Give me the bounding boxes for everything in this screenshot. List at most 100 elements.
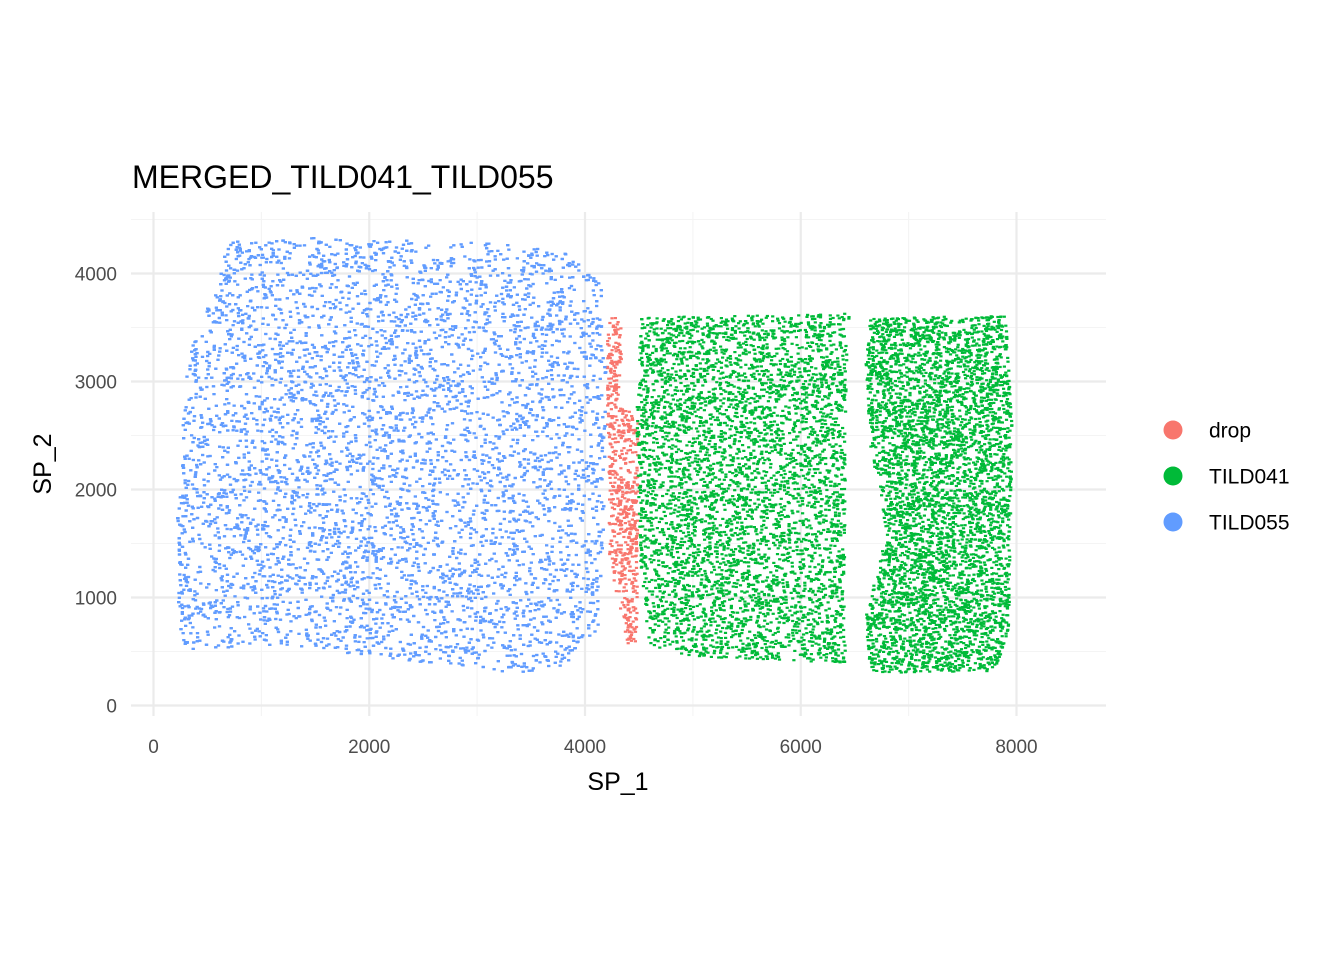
- point-tild041: [643, 580, 647, 584]
- point-tild041: [788, 493, 792, 496]
- point-drop: [617, 434, 621, 437]
- point-tild041: [836, 360, 840, 363]
- point-tild041: [687, 556, 691, 560]
- point-tild041: [773, 384, 777, 387]
- point-tild041: [771, 646, 775, 649]
- point-tild041: [699, 420, 703, 423]
- point-tild041: [662, 510, 666, 513]
- point-tild041: [843, 349, 847, 352]
- point-tild041: [770, 503, 774, 506]
- point-tild041: [800, 643, 804, 646]
- point-tild041: [808, 570, 812, 573]
- point-tild041: [662, 318, 666, 321]
- point-tild041: [760, 636, 764, 639]
- point-tild041: [647, 432, 651, 435]
- point-tild041: [798, 519, 802, 522]
- point-tild041: [663, 438, 667, 441]
- point-tild041: [686, 369, 690, 372]
- point-tild041: [752, 544, 756, 547]
- point-tild041: [645, 620, 649, 623]
- point-tild041: [659, 446, 663, 449]
- point-tild041: [646, 334, 650, 337]
- point-tild041: [651, 449, 656, 452]
- point-drop: [620, 512, 624, 516]
- point-tild041: [783, 452, 788, 455]
- point-tild041: [673, 421, 678, 424]
- point-tild041: [716, 419, 720, 422]
- point-tild041: [782, 645, 786, 648]
- point-drop: [626, 626, 630, 629]
- point-tild041: [807, 323, 811, 326]
- point-tild041: [648, 528, 652, 531]
- point-tild041: [838, 444, 842, 448]
- point-tild041: [779, 465, 783, 468]
- point-tild041: [732, 564, 736, 567]
- point-tild041: [830, 590, 834, 593]
- point-tild041: [709, 429, 713, 433]
- point-tild041: [640, 360, 644, 364]
- point-tild041: [809, 578, 814, 581]
- point-tild041: [729, 434, 733, 437]
- point-tild041: [684, 389, 689, 392]
- point-tild041: [638, 346, 642, 349]
- point-tild041: [702, 653, 706, 656]
- point-tild041: [742, 410, 746, 413]
- point-tild041: [755, 577, 759, 580]
- point-tild041: [747, 446, 751, 449]
- point-tild041: [644, 556, 648, 559]
- point-tild041: [733, 489, 737, 492]
- point-tild041: [767, 547, 771, 550]
- point-tild041: [831, 650, 835, 653]
- point-tild041: [725, 424, 729, 427]
- point-tild041: [696, 473, 700, 476]
- point-tild041: [752, 456, 756, 459]
- point-tild041: [809, 378, 813, 381]
- point-drop: [623, 510, 627, 513]
- point-tild041: [679, 513, 683, 517]
- point-tild041: [756, 322, 760, 325]
- point-tild041: [675, 358, 679, 361]
- point-tild041: [665, 553, 669, 556]
- point-tild041: [765, 650, 770, 653]
- point-tild041: [778, 544, 782, 547]
- point-tild041: [802, 450, 807, 453]
- point-tild041: [639, 501, 643, 504]
- point-tild041: [808, 598, 812, 601]
- point-drop: [628, 531, 632, 534]
- point-tild041: [690, 591, 694, 594]
- point-tild041: [646, 346, 650, 349]
- point-tild041: [783, 340, 787, 343]
- point-tild041: [778, 558, 782, 561]
- point-tild041: [814, 538, 818, 541]
- point-tild041: [677, 424, 681, 427]
- point-tild041: [678, 377, 682, 380]
- point-tild041: [662, 371, 666, 374]
- point-tild041: [651, 629, 655, 632]
- point-drop: [628, 611, 633, 614]
- point-tild041: [759, 633, 763, 636]
- point-tild041: [670, 452, 674, 455]
- point-tild041: [782, 337, 786, 341]
- point-tild041: [719, 464, 723, 467]
- point-tild041: [807, 383, 811, 386]
- point-tild041: [771, 654, 775, 657]
- point-tild041: [779, 506, 784, 509]
- point-tild041: [835, 595, 839, 598]
- point-tild041: [821, 632, 825, 635]
- point-tild041: [687, 594, 691, 598]
- point-drop: [606, 412, 610, 415]
- point-tild041: [802, 639, 806, 642]
- point-tild041: [788, 457, 793, 460]
- point-tild041: [738, 354, 742, 357]
- point-tild041: [748, 594, 752, 597]
- point-tild041: [702, 550, 707, 553]
- point-tild041: [678, 347, 683, 350]
- point-tild041: [682, 552, 686, 556]
- point-tild041: [640, 565, 644, 568]
- point-tild041: [818, 461, 822, 464]
- point-drop: [622, 516, 626, 519]
- point-tild041: [641, 348, 645, 352]
- point-tild041: [836, 502, 840, 506]
- point-tild041: [814, 610, 818, 614]
- point-tild041: [712, 506, 716, 509]
